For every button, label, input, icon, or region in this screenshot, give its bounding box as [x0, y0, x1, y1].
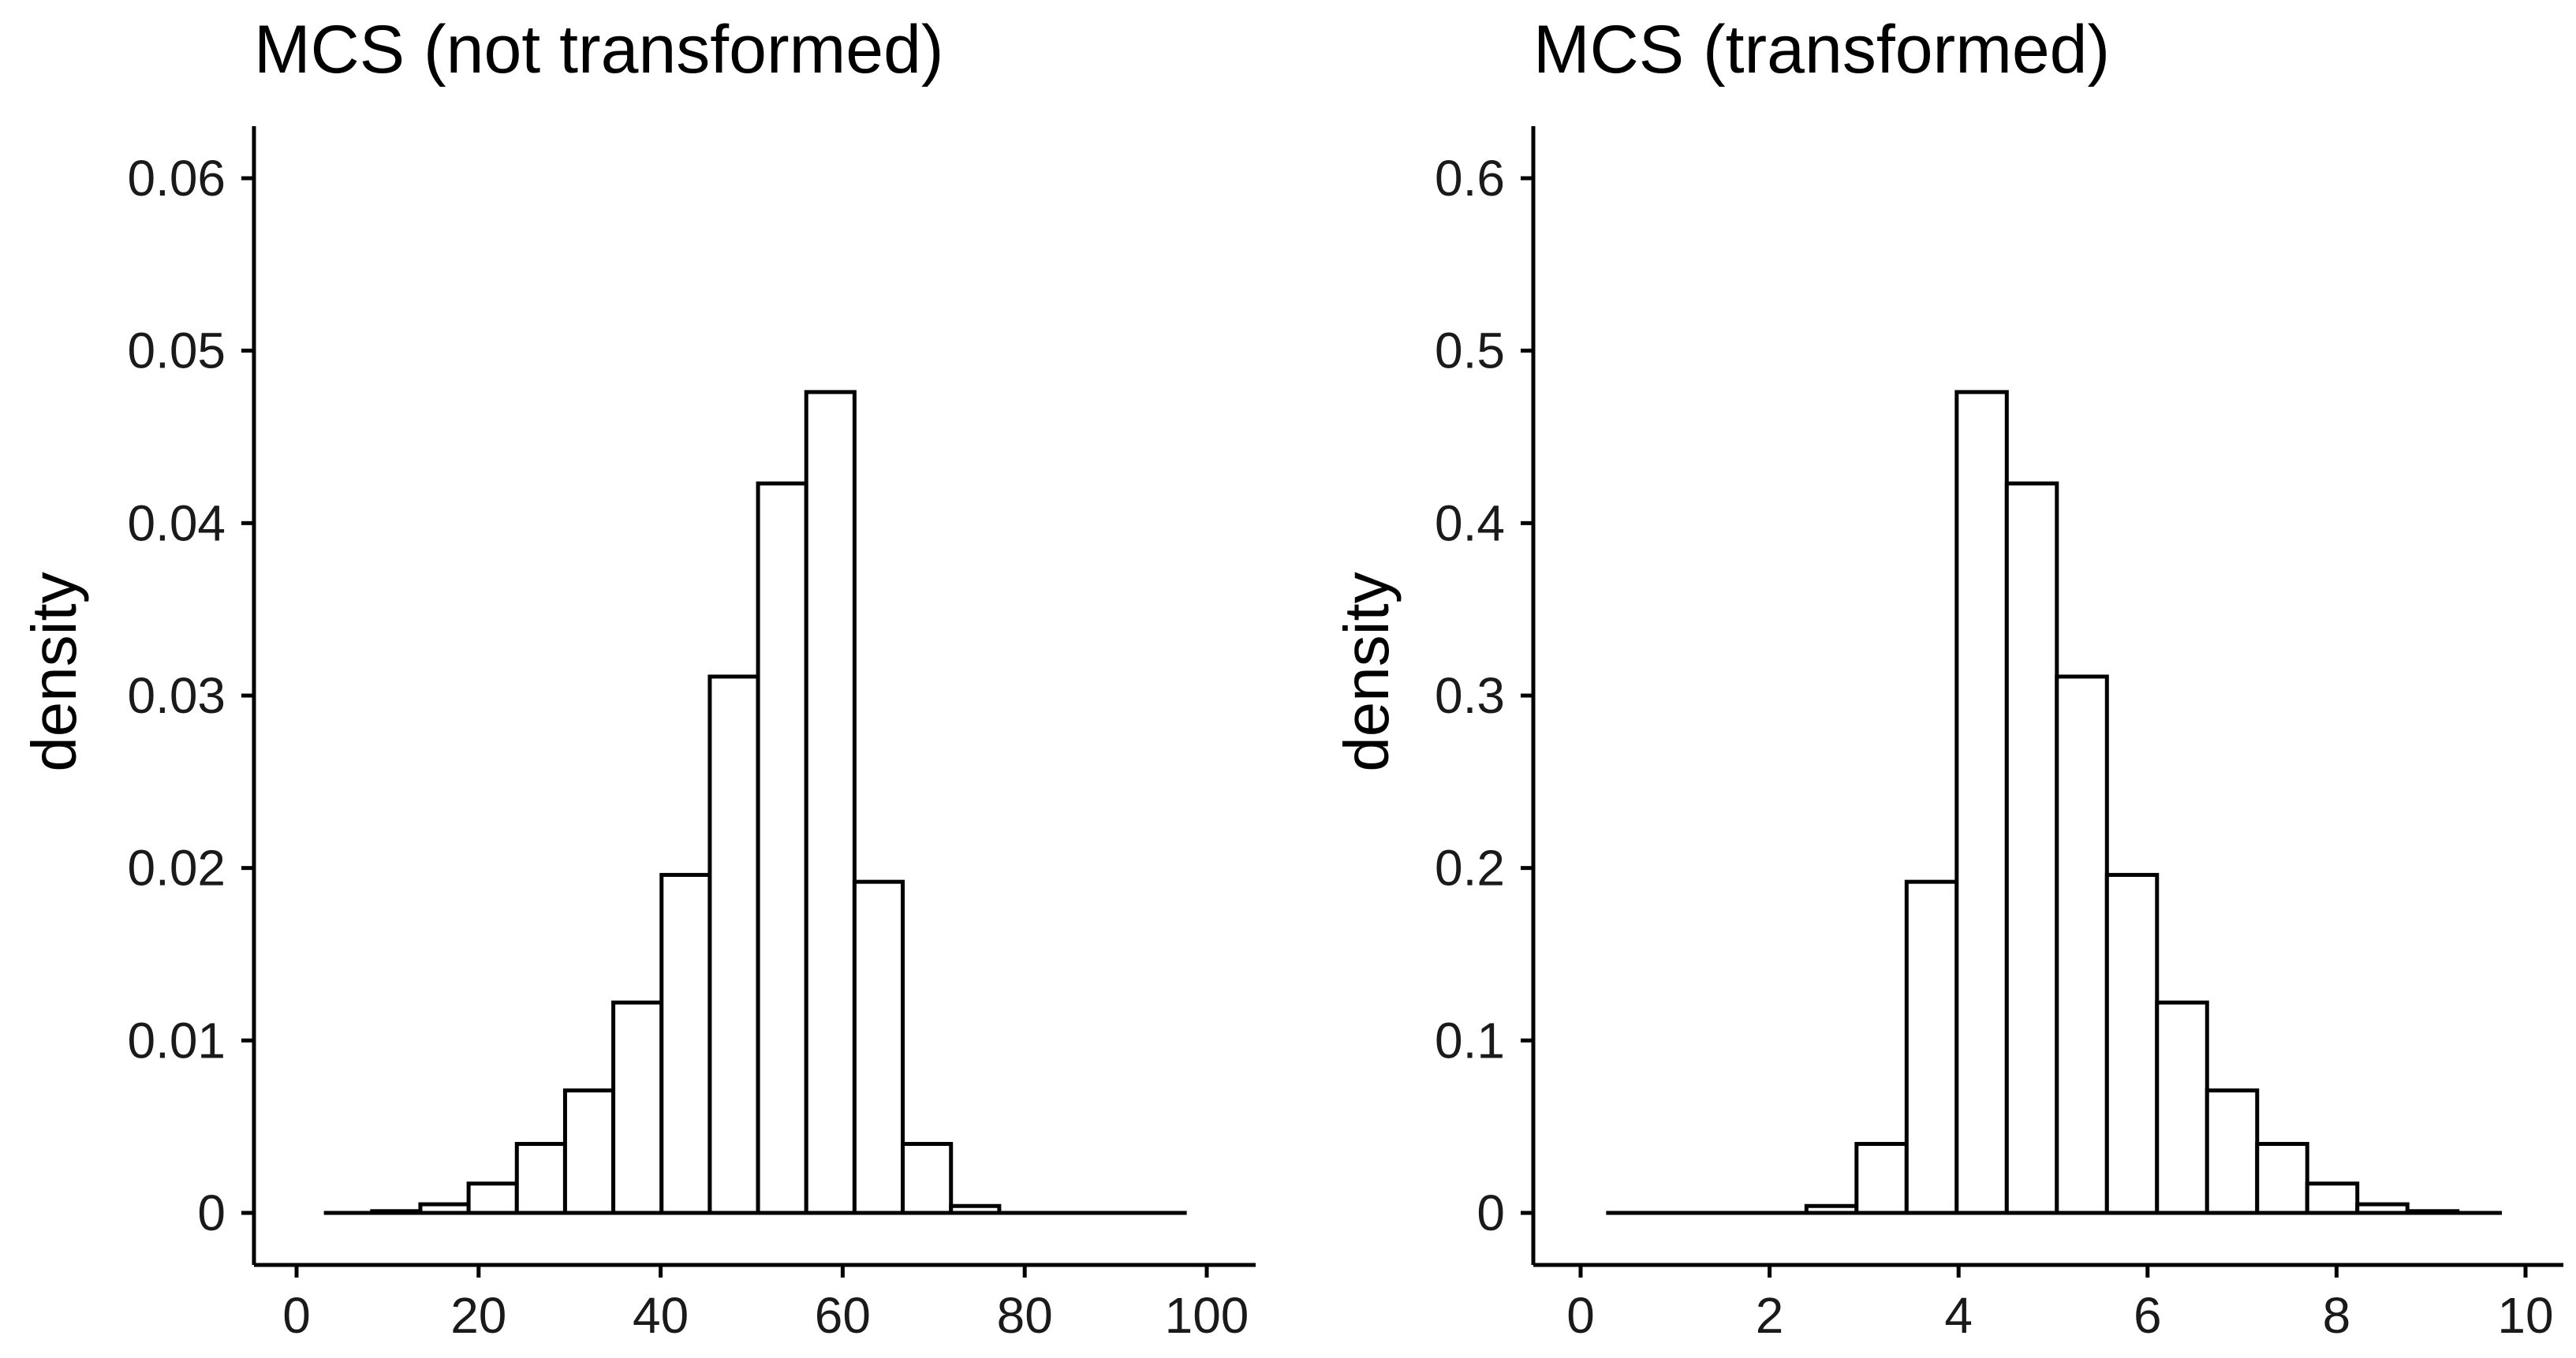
y-tick-label: 0: [1477, 1185, 1505, 1241]
y-axis-label: density: [1331, 572, 1402, 771]
x-tick-label: 20: [450, 1287, 506, 1344]
chart-title: MCS (transformed): [1533, 12, 2110, 88]
histogram-bar: [1954, 390, 2009, 1215]
histogram-bar: [2205, 1088, 2260, 1215]
y-tick-label: 0.6: [1435, 150, 1505, 207]
histogram-bar: [2305, 1181, 2360, 1215]
histogram-bar: [2055, 674, 2109, 1215]
y-axis-label: density: [19, 572, 89, 771]
histogram-bar: [2104, 872, 2160, 1215]
histogram-panel-2: MCS (transformed) density 0 0.1 0.2 0.3 0.4 0.5…: [1331, 12, 2563, 1344]
histogram-bar: [2155, 1000, 2209, 1215]
histogram-bar: [756, 481, 808, 1215]
histogram-panel-1: MCS (not transformed) density 0 0.01 0.02 0.0…: [19, 12, 1256, 1344]
x-tick-label: 100: [1165, 1287, 1249, 1344]
y-tick-label: 0.03: [127, 667, 226, 724]
x-tick-label: 40: [633, 1287, 689, 1344]
y-tick-label: 0.5: [1435, 323, 1505, 379]
histogram-bar: [2004, 481, 2059, 1215]
chart-title: MCS (not transformed): [254, 12, 944, 88]
x-tick-label: 0: [1566, 1287, 1595, 1344]
histogram-bar: [1854, 1142, 1909, 1215]
x-tick-label: 2: [1756, 1287, 1784, 1344]
histogram-bar: [1904, 879, 1959, 1215]
histogram-bar: [852, 879, 905, 1215]
histogram-bar: [707, 674, 760, 1215]
y-tick-label: 0.1: [1435, 1012, 1505, 1069]
histogram-bar: [514, 1142, 567, 1215]
x-tick-label: 60: [815, 1287, 871, 1344]
x-tick-label: 4: [1944, 1287, 1973, 1344]
x-tick-label: 80: [997, 1287, 1053, 1344]
histogram-bar: [562, 1088, 616, 1215]
y-tick-label: 0.3: [1435, 667, 1505, 724]
y-tick-label: 0: [197, 1185, 226, 1241]
y-tick-label: 0.06: [127, 150, 226, 207]
y-tick-label: 0.05: [127, 323, 226, 379]
y-tick-label: 0.01: [127, 1012, 226, 1069]
y-tick-label: 0.02: [127, 840, 226, 897]
histogram-bar: [2255, 1142, 2309, 1215]
x-tick-label: 8: [2323, 1287, 2351, 1344]
histogram-bar: [466, 1181, 519, 1215]
histogram-bar: [804, 390, 857, 1215]
histogram-bar: [901, 1142, 954, 1215]
histogram-bar: [611, 1000, 664, 1215]
y-tick-label: 0.4: [1435, 494, 1505, 551]
histogram-bar: [659, 872, 712, 1215]
y-tick-label: 0.04: [127, 494, 226, 551]
x-tick-label: 10: [2497, 1287, 2553, 1344]
y-tick-label: 0.2: [1435, 840, 1505, 897]
x-tick-label: 6: [2134, 1287, 2162, 1344]
x-tick-label: 0: [282, 1287, 311, 1344]
